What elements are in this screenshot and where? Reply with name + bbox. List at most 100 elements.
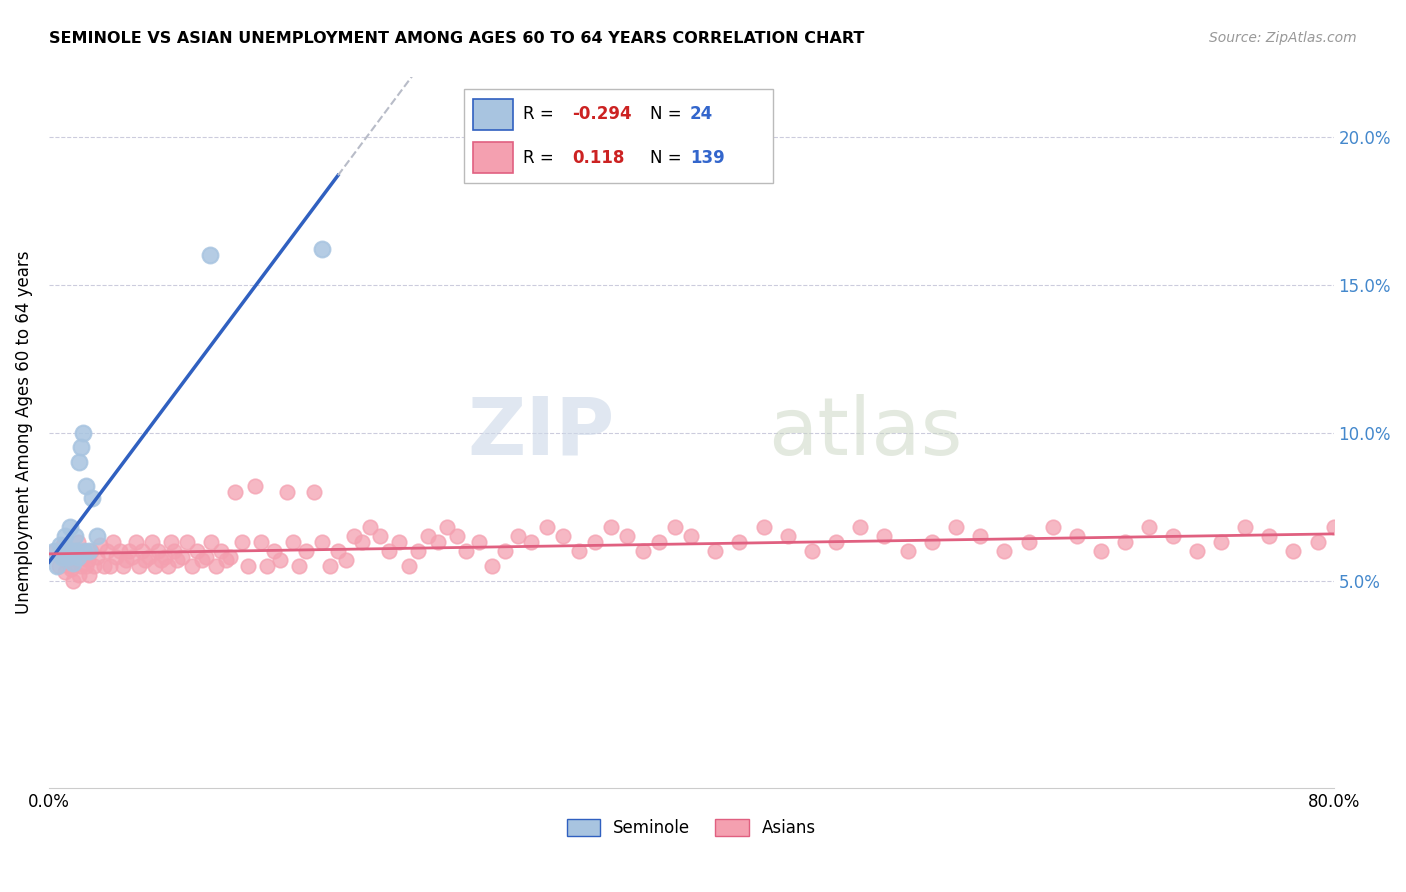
- Text: N =: N =: [650, 149, 686, 167]
- Point: [1354, 544, 1376, 558]
- Point: [77, 567, 100, 582]
- Y-axis label: Unemployment Among Ages 60 to 64 years: Unemployment Among Ages 60 to 64 years: [15, 251, 32, 615]
- Point: [214, 553, 236, 567]
- Point: [969, 529, 991, 543]
- Text: R =: R =: [523, 149, 558, 167]
- Point: [150, 553, 173, 567]
- Point: [219, 549, 242, 564]
- Point: [62, 574, 84, 588]
- Point: [186, 544, 208, 558]
- Point: [146, 544, 169, 558]
- Text: N =: N =: [650, 105, 686, 123]
- Point: [121, 549, 143, 564]
- Point: [600, 520, 623, 534]
- Point: [86, 549, 108, 564]
- Point: [83, 558, 105, 573]
- Text: Source: ZipAtlas.com: Source: ZipAtlas.com: [1209, 31, 1357, 45]
- Point: [481, 558, 503, 573]
- Point: [326, 544, 349, 558]
- Point: [48, 558, 70, 573]
- Point: [250, 535, 273, 549]
- Point: [1306, 535, 1329, 549]
- Point: [105, 549, 128, 564]
- Point: [873, 529, 896, 543]
- Point: [49, 538, 72, 552]
- Point: [664, 520, 686, 534]
- Point: [51, 549, 73, 564]
- Point: [131, 544, 153, 558]
- Point: [195, 549, 218, 564]
- Point: [752, 520, 775, 534]
- Point: [800, 544, 823, 558]
- Point: [231, 535, 253, 549]
- Point: [456, 544, 478, 558]
- Point: [494, 544, 516, 558]
- Point: [1114, 535, 1136, 549]
- Point: [368, 529, 391, 543]
- Point: [98, 558, 121, 573]
- Point: [551, 529, 574, 543]
- Text: 24: 24: [690, 105, 713, 123]
- Point: [335, 553, 357, 567]
- Point: [156, 558, 179, 573]
- Point: [583, 535, 606, 549]
- Point: [236, 558, 259, 573]
- Point: [58, 544, 80, 558]
- Point: [1137, 520, 1160, 534]
- Text: SEMINOLE VS ASIAN UNEMPLOYMENT AMONG AGES 60 TO 64 YEARS CORRELATION CHART: SEMINOLE VS ASIAN UNEMPLOYMENT AMONG AGE…: [49, 31, 865, 46]
- Legend: Seminole, Asians: Seminole, Asians: [560, 812, 823, 844]
- Point: [302, 484, 325, 499]
- Point: [96, 544, 118, 558]
- Point: [73, 544, 96, 558]
- Point: [44, 544, 66, 558]
- Point: [80, 544, 103, 558]
- Point: [1323, 520, 1346, 534]
- Point: [776, 529, 799, 543]
- Point: [75, 479, 97, 493]
- Point: [536, 520, 558, 534]
- Point: [51, 549, 73, 564]
- Point: [276, 484, 298, 499]
- Point: [1282, 544, 1305, 558]
- Point: [70, 558, 93, 573]
- Point: [72, 425, 94, 440]
- Point: [849, 520, 872, 534]
- Point: [295, 544, 318, 558]
- Point: [52, 544, 75, 558]
- Point: [263, 544, 285, 558]
- Point: [52, 538, 75, 552]
- Point: [138, 549, 160, 564]
- Point: [1234, 520, 1257, 534]
- Point: [398, 558, 420, 573]
- Text: ZIP: ZIP: [467, 393, 614, 472]
- Point: [69, 567, 91, 582]
- Point: [76, 553, 98, 567]
- Point: [224, 484, 246, 499]
- Point: [1185, 544, 1208, 558]
- Point: [436, 520, 458, 534]
- Point: [288, 558, 311, 573]
- Point: [378, 544, 401, 558]
- Point: [352, 535, 374, 549]
- Point: [60, 562, 83, 576]
- Point: [59, 558, 82, 573]
- Point: [66, 549, 89, 564]
- Point: [1161, 529, 1184, 543]
- Point: [631, 544, 654, 558]
- Point: [115, 553, 138, 567]
- Point: [118, 544, 141, 558]
- Point: [1371, 535, 1393, 549]
- Point: [108, 544, 131, 558]
- Point: [243, 479, 266, 493]
- Point: [945, 520, 967, 534]
- Point: [311, 535, 333, 549]
- Point: [897, 544, 920, 558]
- Point: [70, 441, 93, 455]
- Point: [77, 544, 100, 558]
- Point: [141, 535, 163, 549]
- Point: [190, 553, 212, 567]
- Point: [426, 535, 449, 549]
- Text: atlas: atlas: [769, 393, 963, 472]
- Point: [53, 565, 76, 579]
- Point: [824, 535, 846, 549]
